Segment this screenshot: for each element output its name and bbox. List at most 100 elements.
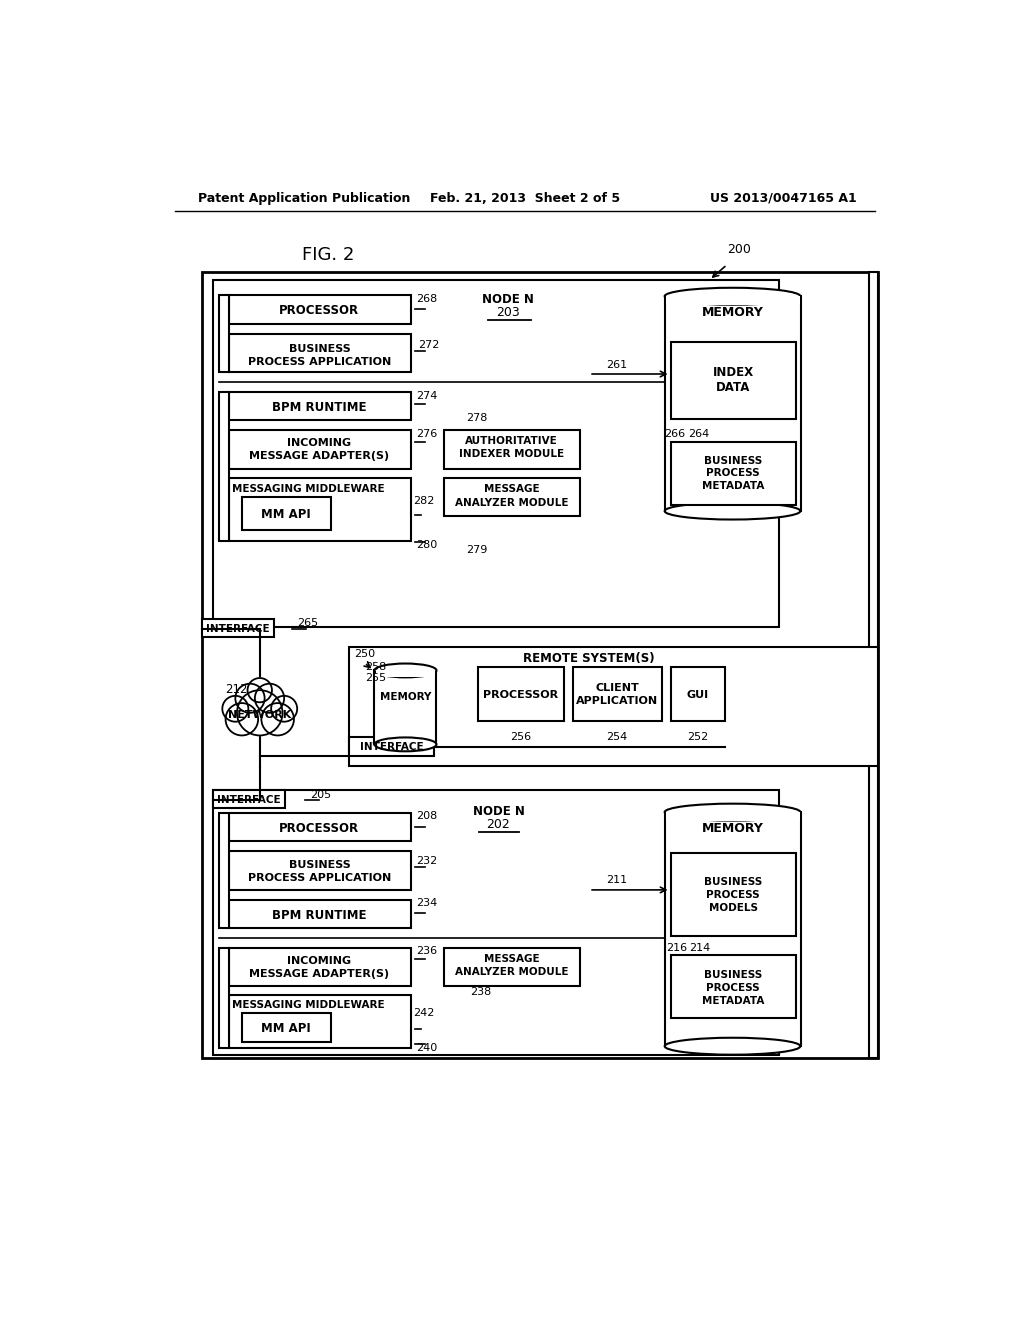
- Text: 255: 255: [366, 673, 387, 684]
- Text: 268: 268: [416, 294, 437, 305]
- Bar: [671, 853, 796, 936]
- Text: 236: 236: [417, 946, 437, 957]
- Text: 256: 256: [510, 733, 531, 742]
- Bar: [228, 995, 411, 1048]
- Bar: [228, 813, 411, 841]
- Text: 212: 212: [225, 684, 248, 696]
- Bar: [219, 392, 228, 541]
- Text: 234: 234: [417, 898, 438, 908]
- Text: MEMORY: MEMORY: [380, 693, 431, 702]
- Text: BUSINESS: BUSINESS: [705, 878, 763, 887]
- Text: MESSAGE: MESSAGE: [483, 484, 540, 495]
- Circle shape: [248, 678, 272, 702]
- Text: 278: 278: [466, 413, 487, 422]
- Text: 232: 232: [417, 855, 438, 866]
- Ellipse shape: [375, 738, 436, 751]
- Bar: [242, 498, 331, 529]
- Text: BUSINESS: BUSINESS: [705, 455, 763, 466]
- Text: 242: 242: [414, 1008, 435, 1018]
- Text: 214: 214: [689, 942, 711, 953]
- Bar: [213, 280, 779, 627]
- Text: Feb. 21, 2013  Sheet 2 of 5: Feb. 21, 2013 Sheet 2 of 5: [430, 191, 620, 205]
- Text: 238: 238: [470, 986, 492, 997]
- Text: PROCESS APPLICATION: PROCESS APPLICATION: [248, 356, 391, 367]
- Text: NODE N: NODE N: [482, 293, 534, 306]
- Circle shape: [271, 696, 297, 722]
- Text: PROCESS: PROCESS: [707, 890, 760, 900]
- Text: INDEX: INDEX: [713, 366, 754, 379]
- Circle shape: [261, 704, 294, 735]
- Bar: [671, 342, 796, 418]
- Text: 258: 258: [366, 661, 387, 672]
- Circle shape: [225, 704, 258, 735]
- Text: 216: 216: [667, 942, 687, 953]
- Bar: [572, 667, 662, 721]
- Text: 200: 200: [727, 243, 751, 256]
- Text: NODE N: NODE N: [472, 805, 524, 818]
- Text: PROCESS: PROCESS: [707, 982, 760, 993]
- Bar: [228, 334, 411, 372]
- Text: CLIENT: CLIENT: [595, 684, 639, 693]
- Text: 203: 203: [496, 306, 519, 319]
- Bar: [228, 948, 411, 986]
- Bar: [219, 948, 228, 1048]
- Bar: [478, 667, 563, 721]
- Text: INDEXER MODULE: INDEXER MODULE: [459, 449, 564, 459]
- Bar: [228, 296, 411, 323]
- Bar: [869, 272, 879, 1057]
- Circle shape: [222, 696, 249, 722]
- Text: BUSINESS: BUSINESS: [705, 970, 763, 979]
- Text: 252: 252: [687, 733, 709, 742]
- Bar: [213, 789, 285, 808]
- Text: METADATA: METADATA: [702, 995, 765, 1006]
- Bar: [219, 296, 228, 372]
- Text: 240: 240: [416, 1043, 437, 1053]
- Bar: [667, 296, 800, 305]
- Text: INTERFACE: INTERFACE: [217, 795, 281, 805]
- Text: 208: 208: [417, 810, 438, 821]
- Text: DATA: DATA: [716, 380, 751, 393]
- Text: BUSINESS: BUSINESS: [289, 861, 350, 870]
- Bar: [349, 647, 879, 766]
- Bar: [444, 948, 580, 986]
- Text: MM API: MM API: [261, 508, 311, 520]
- Bar: [667, 812, 800, 821]
- Text: 250: 250: [354, 649, 375, 659]
- Ellipse shape: [665, 288, 801, 305]
- Text: METADATA: METADATA: [702, 480, 765, 491]
- Text: MESSAGING MIDDLEWARE: MESSAGING MIDDLEWARE: [232, 484, 385, 495]
- Bar: [228, 392, 411, 420]
- Text: 265: 265: [297, 619, 318, 628]
- Text: BPM RUNTIME: BPM RUNTIME: [272, 400, 367, 413]
- Bar: [444, 430, 580, 469]
- Text: 276: 276: [417, 429, 438, 440]
- Text: APPLICATION: APPLICATION: [575, 696, 658, 706]
- Bar: [228, 900, 411, 928]
- Bar: [665, 296, 801, 511]
- Text: REMOTE SYSTEM(S): REMOTE SYSTEM(S): [523, 652, 655, 665]
- Text: MM API: MM API: [261, 1022, 311, 1035]
- Text: BPM RUNTIME: BPM RUNTIME: [272, 908, 367, 921]
- Bar: [203, 619, 273, 638]
- Text: 274: 274: [417, 391, 438, 400]
- Ellipse shape: [665, 1038, 801, 1055]
- Ellipse shape: [665, 503, 801, 520]
- Text: 205: 205: [309, 791, 331, 800]
- Text: 202: 202: [486, 818, 510, 832]
- Text: BUSINESS: BUSINESS: [289, 343, 350, 354]
- Text: PROCESSOR: PROCESSOR: [483, 690, 558, 700]
- Bar: [444, 478, 580, 516]
- Text: INCOMING: INCOMING: [288, 438, 351, 449]
- Text: 282: 282: [414, 496, 435, 506]
- Text: US 2013/0047165 A1: US 2013/0047165 A1: [710, 191, 856, 205]
- Text: MEMORY: MEMORY: [701, 306, 764, 319]
- Text: ANALYZER MODULE: ANALYZER MODULE: [455, 968, 568, 977]
- Text: ANALYZER MODULE: ANALYZER MODULE: [455, 498, 568, 508]
- Text: INTERFACE: INTERFACE: [206, 624, 270, 634]
- Text: PROCESSOR: PROCESSOR: [280, 305, 359, 317]
- Text: MODELS: MODELS: [709, 903, 758, 913]
- Text: PROCESS: PROCESS: [707, 469, 760, 478]
- Text: INTERFACE: INTERFACE: [359, 742, 423, 752]
- Bar: [203, 272, 879, 1057]
- Bar: [228, 430, 411, 469]
